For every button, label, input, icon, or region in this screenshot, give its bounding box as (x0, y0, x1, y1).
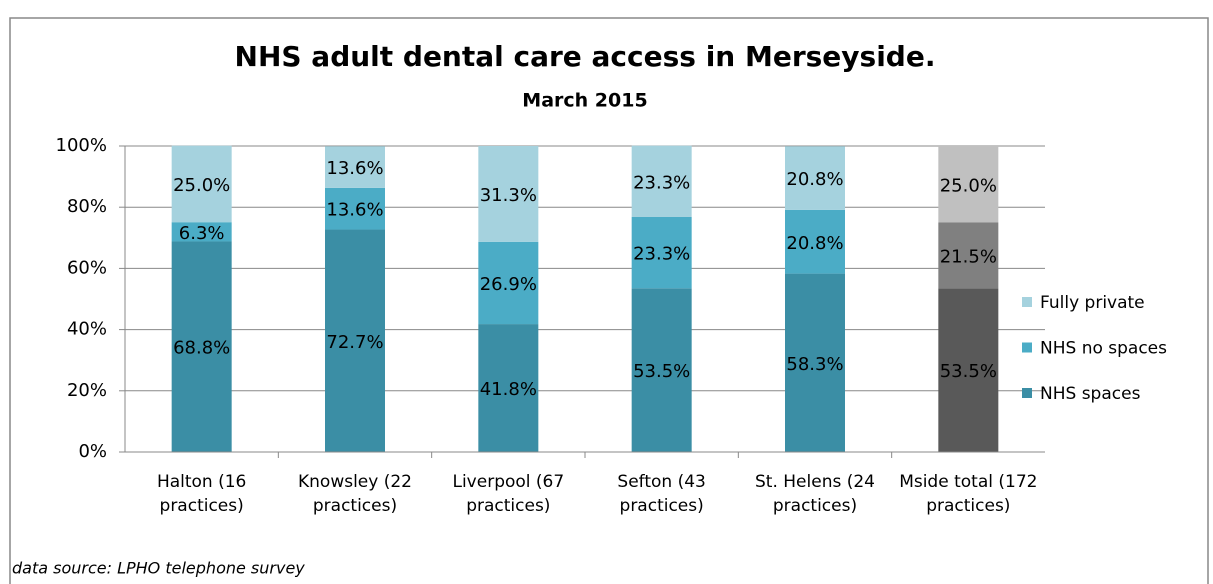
data-label: 72.7% (326, 332, 383, 353)
y-tick-label: 40% (67, 319, 107, 340)
data-label: 20.8% (786, 233, 843, 254)
bar-segment (325, 229, 385, 452)
data-label: 58.3% (786, 354, 843, 375)
legend-swatch (1022, 342, 1032, 353)
bar-segment (938, 222, 999, 289)
x-tick-label: St. Helens (24 practices) (755, 472, 875, 516)
bar-segment (785, 209, 845, 274)
legend-swatch (1022, 388, 1032, 398)
y-tick-label: 20% (67, 380, 107, 401)
y-tick-label: 80% (67, 196, 107, 217)
bar-segment (171, 145, 232, 223)
y-tick-label: 100% (56, 135, 107, 156)
legend-label: Fully private (1040, 293, 1145, 313)
bar-segment (785, 273, 845, 452)
bar-segment (631, 145, 692, 217)
data-label: 68.8% (173, 338, 230, 359)
bar-segment (478, 241, 539, 325)
data-label: 20.8% (786, 169, 843, 190)
x-tick-label: Knowsley (22 practices) (298, 472, 412, 516)
legend-label: NHS spaces (1040, 384, 1141, 404)
bar-segment (938, 288, 999, 452)
data-label: 6.3% (179, 223, 225, 244)
x-tick-label: Mside total (172 practices) (899, 472, 1038, 516)
y-tick-label: 60% (67, 257, 107, 278)
footnote: data source: LPHO telephone survey (12, 559, 305, 578)
legend-label: NHS no spaces (1040, 339, 1167, 359)
x-tick-label: Halton (16 practices) (156, 472, 247, 516)
bar-segment (171, 222, 232, 242)
data-label: 41.8% (480, 379, 537, 400)
data-label: 25.0% (940, 175, 997, 196)
data-label: 26.9% (480, 274, 537, 295)
data-label: 25.0% (173, 175, 230, 196)
data-label: 23.3% (633, 172, 690, 193)
bar-segment (938, 146, 999, 223)
data-label: 53.5% (940, 361, 997, 382)
data-label: 23.3% (633, 244, 690, 265)
bar-segment (785, 146, 845, 210)
chart-title: NHS adult dental care access in Merseysi… (235, 40, 936, 73)
data-label: 13.6% (326, 158, 383, 179)
data-label: 21.5% (940, 246, 997, 267)
x-tick-label: Liverpool (67 practices) (452, 472, 565, 516)
bar-segment (631, 216, 692, 289)
data-label: 53.5% (633, 361, 690, 382)
bar-segment (478, 324, 539, 452)
bar-segment (631, 288, 692, 452)
bar-segment (171, 241, 232, 452)
bar-segment (325, 146, 385, 188)
chart-subtitle: March 2015 (522, 90, 647, 112)
data-label: 31.3% (480, 185, 537, 206)
x-tick-label: Sefton (43 practices) (617, 472, 706, 516)
data-label: 13.6% (326, 200, 383, 221)
bar-segment (478, 146, 539, 242)
y-tick-label: 0% (78, 441, 107, 462)
legend-swatch (1022, 297, 1032, 307)
bar-segment (325, 187, 385, 230)
